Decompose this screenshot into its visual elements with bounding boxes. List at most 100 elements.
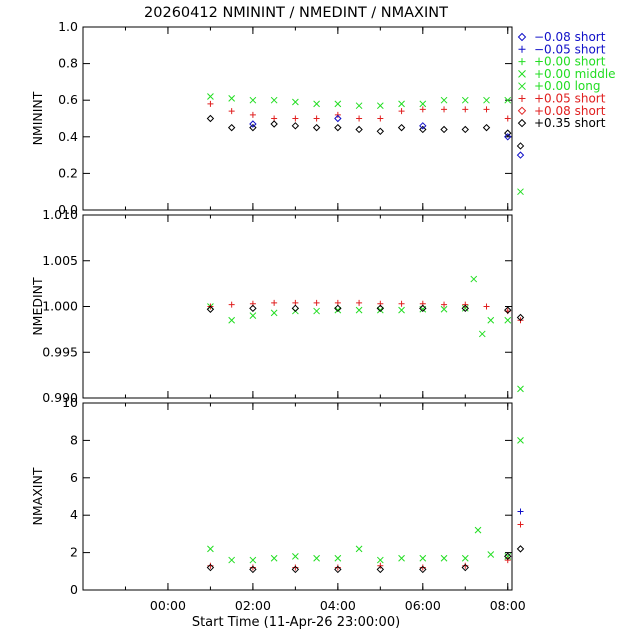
legend-label: −0.08 short xyxy=(534,30,606,44)
legend-label: +0.05 short xyxy=(534,92,606,106)
legend-entry: −0.08 short xyxy=(517,30,606,44)
data-point xyxy=(419,564,426,571)
y-tick-label: 6 xyxy=(70,470,78,485)
data-series xyxy=(207,299,524,324)
data-point xyxy=(419,565,427,574)
data-point xyxy=(517,521,524,528)
panel-nminint: 0.0 0.2 0.4 0.6 0.8 1.0 NMININT xyxy=(30,19,525,217)
data-point xyxy=(461,125,469,134)
data-point xyxy=(376,127,385,136)
data-point xyxy=(517,188,524,196)
panel-nmedint: 0.990 0.995 1.000 1.005 1.010 NMEDINT xyxy=(30,207,525,405)
data-point xyxy=(419,100,427,108)
data-point xyxy=(334,304,342,313)
data-point xyxy=(313,115,320,122)
y-tick-label: 0.995 xyxy=(42,344,78,359)
data-point xyxy=(249,96,257,104)
y-axis-label: NMININT xyxy=(30,91,45,145)
y-tick-label: 0.0 xyxy=(58,202,78,217)
data-point xyxy=(419,125,427,134)
data-point xyxy=(504,316,512,324)
y-tick-label: 8 xyxy=(70,432,78,447)
legend-marker xyxy=(518,70,526,78)
chart-legend: −0.08 short−0.05 short+0.00 short+0.00 m… xyxy=(517,30,616,130)
data-point xyxy=(228,316,236,324)
legend-marker xyxy=(518,95,526,102)
legend-entry: +0.00 middle xyxy=(518,67,616,81)
data-point xyxy=(487,551,495,558)
data-point xyxy=(461,563,469,572)
data-point xyxy=(516,151,525,159)
data-point xyxy=(270,309,278,317)
data-point xyxy=(334,554,342,562)
data-point xyxy=(398,300,405,307)
data-point xyxy=(398,554,405,562)
data-point xyxy=(504,557,511,564)
data-series xyxy=(207,100,511,122)
data-point xyxy=(313,307,320,315)
data-point xyxy=(440,96,448,104)
data-point xyxy=(334,564,341,571)
legend-label: +0.00 short xyxy=(534,55,606,69)
data-point xyxy=(334,100,342,108)
data-series xyxy=(207,93,524,196)
data-point xyxy=(313,299,320,306)
y-tick-label: 0.6 xyxy=(58,92,78,107)
data-point xyxy=(504,96,512,104)
x-tick-label: 04:00 xyxy=(320,598,356,613)
data-point xyxy=(483,106,490,113)
data-point xyxy=(292,552,299,560)
data-point xyxy=(207,100,214,107)
data-series xyxy=(206,304,525,322)
legend-entry: +0.08 short xyxy=(517,104,606,118)
data-point xyxy=(312,123,321,132)
x-tick-label: 08:00 xyxy=(490,598,526,613)
data-point xyxy=(249,556,257,564)
legend-entry: +0.00 long xyxy=(518,79,601,93)
legend-marker xyxy=(518,45,526,53)
legend-marker xyxy=(517,118,527,128)
data-point xyxy=(249,123,257,132)
data-series xyxy=(517,508,524,515)
chart-panels: 0.0 0.2 0.4 0.6 0.8 1.0 NMININT 0.990 0.995 1.000… xyxy=(30,19,526,613)
data-series xyxy=(206,114,525,150)
data-point xyxy=(487,316,495,324)
data-point xyxy=(356,115,363,122)
data-point xyxy=(398,100,405,108)
legend-label: +0.00 middle xyxy=(534,67,616,81)
data-point xyxy=(504,552,512,560)
data-point xyxy=(292,98,299,106)
data-point xyxy=(419,554,427,562)
legend-marker xyxy=(518,82,526,91)
data-point xyxy=(504,552,512,561)
data-point xyxy=(376,304,385,313)
data-point xyxy=(398,306,405,314)
data-point xyxy=(206,563,215,572)
data-point xyxy=(470,275,478,283)
data-point xyxy=(440,125,448,134)
data-point xyxy=(270,554,278,562)
y-tick-label: 0.990 xyxy=(42,390,78,405)
legend-label: +0.00 long xyxy=(534,79,601,93)
x-tick-label: 00:00 xyxy=(150,598,186,613)
data-point xyxy=(478,330,486,338)
legend-marker xyxy=(518,58,526,66)
data-point xyxy=(292,564,299,571)
legend-label: +0.08 short xyxy=(534,104,606,118)
legend-entry: +0.05 short xyxy=(518,92,606,106)
data-point xyxy=(504,115,511,122)
data-point xyxy=(377,115,384,122)
data-point xyxy=(398,108,405,115)
legend-marker xyxy=(517,106,527,116)
data-point xyxy=(206,305,215,313)
data-point xyxy=(482,123,491,132)
data-point xyxy=(228,556,236,564)
legend-label: +0.35 short xyxy=(534,116,606,130)
data-point xyxy=(462,106,469,113)
data-point xyxy=(504,306,512,314)
data-point xyxy=(313,554,320,562)
data-point xyxy=(397,123,406,132)
panel-nmaxint: 0 2 4 6 8 10 NMAXINT xyxy=(30,395,525,597)
data-point xyxy=(334,123,342,132)
